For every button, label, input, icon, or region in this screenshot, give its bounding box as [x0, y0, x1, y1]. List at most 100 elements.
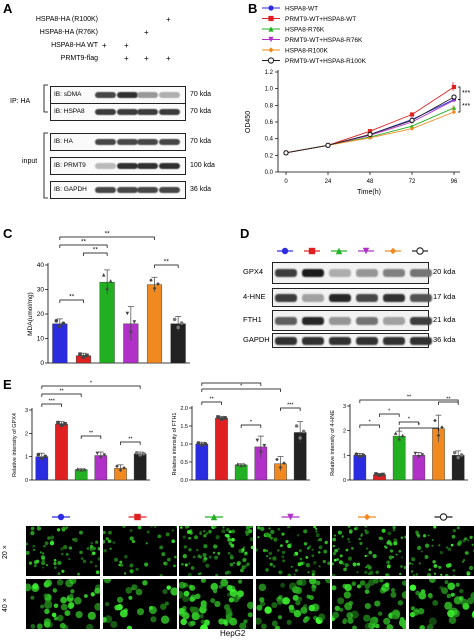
- cell-spot: [255, 604, 262, 611]
- cell-spot: [32, 544, 36, 548]
- cell-spot: [391, 588, 396, 593]
- data-point: [459, 453, 464, 457]
- bar: [392, 435, 406, 481]
- cell-spot: [347, 526, 351, 528]
- significance-label: **: [59, 389, 64, 395]
- condition-row-label: PRMT9-flag: [60, 55, 98, 62]
- y-tick-label: 0.0: [180, 478, 188, 484]
- cell-spot: [424, 543, 429, 548]
- legend-label: HSPA8-WT: [285, 6, 318, 13]
- data-point: [216, 415, 220, 419]
- magnification-label: 40 ×: [2, 598, 9, 612]
- y-axis-label: Relative intensity of FTH1: [172, 413, 178, 476]
- blot-band: [302, 269, 324, 277]
- y-axis-label: Relative intensity of 4-HNE: [330, 410, 336, 476]
- cell-spot: [446, 582, 455, 591]
- legend-marker: [416, 247, 424, 255]
- y-axis-label: Relative intensity of GPX4: [12, 413, 18, 477]
- cell-spot: [223, 621, 229, 627]
- cell-spot: [264, 568, 269, 572]
- cell-spot: [352, 625, 357, 629]
- cell-spot: [190, 594, 197, 601]
- cell-spot: [410, 562, 414, 566]
- cell-spot: [212, 526, 217, 529]
- cell-spot: [79, 550, 83, 555]
- cell-spot: [337, 547, 340, 551]
- cell-spot: [293, 609, 301, 618]
- cell-spot: [187, 620, 194, 627]
- data-point: [122, 466, 126, 470]
- cell-spot: [373, 579, 379, 584]
- x-tick-label: 0: [284, 179, 288, 185]
- data-point: [400, 433, 405, 438]
- y-tick-label: 2.0: [180, 406, 188, 412]
- cell-spot: [82, 559, 87, 564]
- legend-label: HSPA8-R76K: [285, 27, 325, 34]
- blot-band: [137, 109, 158, 115]
- micrograph: [102, 526, 177, 576]
- cell-spot: [102, 616, 107, 623]
- data-point: [433, 418, 437, 423]
- cell-spot: [156, 534, 161, 539]
- panel-label-e: E: [3, 377, 12, 392]
- cell-spot: [347, 556, 353, 561]
- cell-spot: [127, 595, 132, 600]
- cell-spot: [412, 609, 419, 616]
- micrograph: [102, 579, 177, 629]
- cell-spot: [279, 582, 285, 588]
- panel-label-a: A: [3, 1, 13, 16]
- cell-spot: [393, 541, 398, 546]
- y-tick-label: 2: [343, 429, 346, 435]
- cell-spot: [400, 536, 404, 539]
- cell-spot: [119, 563, 123, 567]
- cell-spot: [232, 595, 240, 603]
- magnification-label: 20 ×: [2, 545, 9, 559]
- blot-band: [275, 336, 297, 345]
- cell-spot: [43, 544, 46, 548]
- significance-bracket: [398, 427, 439, 431]
- cell-spot: [137, 526, 141, 530]
- data-point: [203, 442, 208, 446]
- cell-spot: [348, 540, 351, 543]
- cell-spot: [398, 549, 402, 553]
- cell-spot: [299, 606, 307, 614]
- blot-band: [383, 293, 405, 302]
- data-point: [262, 444, 267, 448]
- cell-spot: [431, 599, 438, 606]
- blot-band: [117, 109, 138, 115]
- cell-spot: [53, 561, 57, 566]
- micrograph: [255, 579, 330, 629]
- cell-spot: [364, 622, 372, 629]
- cell-spot: [379, 536, 384, 541]
- cell-spot: [354, 527, 357, 531]
- cell-spot: [288, 582, 297, 591]
- data-point: [283, 150, 289, 156]
- cell-spot: [286, 619, 292, 625]
- cell-spot: [468, 565, 473, 571]
- cell-spot: [179, 581, 186, 589]
- cell-spot: [303, 542, 307, 546]
- x-tick-label: 96: [451, 179, 458, 185]
- significance-label: **: [105, 231, 111, 238]
- cell-spot: [315, 533, 320, 538]
- data-point: [409, 126, 415, 131]
- blot-strip: [272, 288, 432, 307]
- cell-spot: [247, 601, 253, 610]
- cell-spot: [310, 603, 319, 612]
- data-point: [61, 321, 66, 326]
- cell-spot: [68, 601, 75, 609]
- cell-spot: [255, 617, 262, 625]
- cell-spot: [400, 556, 403, 559]
- blot-band: [95, 109, 116, 115]
- data-point: [129, 330, 133, 335]
- cell-spot: [364, 603, 371, 610]
- y-tick-label: 3: [25, 408, 28, 414]
- significance-bracket: [359, 424, 380, 428]
- cell-spot: [90, 553, 94, 556]
- cell-spot: [208, 529, 212, 534]
- cell-spot: [182, 612, 190, 620]
- significance-label: *: [90, 381, 93, 387]
- cell-spot: [69, 593, 74, 599]
- chart-c: 0 10 20 30 40 MDA(umol/mg) ** ** ** ** **: [27, 231, 190, 367]
- cell-spot: [205, 532, 209, 535]
